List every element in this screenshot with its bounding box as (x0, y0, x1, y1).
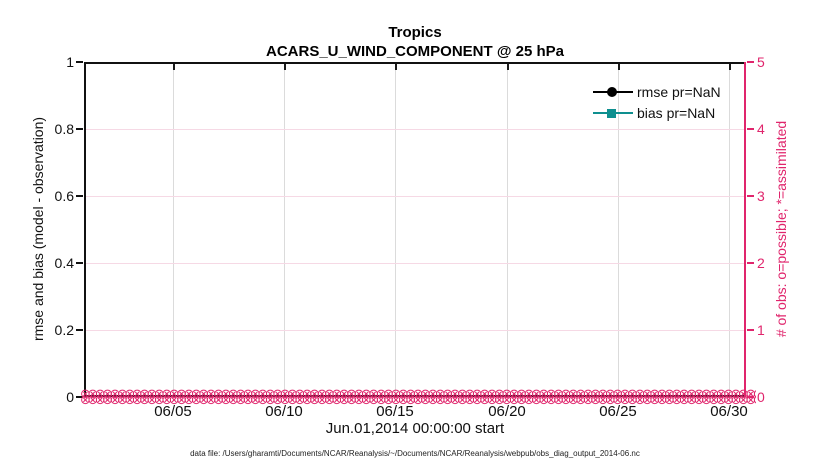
plot-area (84, 62, 746, 397)
y-right-tick-label: 4 (757, 121, 765, 137)
data-file-path: data file: /Users/gharamti/Documents/NCA… (190, 449, 640, 458)
y-right-tick-mark (747, 61, 754, 63)
y-left-tick-mark (76, 61, 83, 63)
horizontal-gridline (84, 263, 746, 264)
x-tick-label: 06/30 (710, 403, 748, 420)
x-tick-mark (729, 64, 732, 70)
horizontal-gridline (84, 196, 746, 197)
x-tick-label: 06/20 (488, 403, 526, 420)
legend-label-bias: bias pr=NaN (637, 104, 716, 121)
axis-spine-top (84, 62, 746, 64)
y-left-tick-mark (76, 195, 83, 197)
y-left-tick-label: 0.6 (54, 188, 74, 204)
y-right-tick-label: 3 (757, 188, 765, 204)
legend-entry-rmse: rmse pr=NaN (593, 81, 721, 102)
y-left-tick-label: 0.2 (54, 322, 74, 338)
x-tick-label: 06/05 (154, 403, 192, 420)
plot-subtitle: ACARS_U_WIND_COMPONENT @ 25 hPa (265, 43, 564, 60)
y-right-tick-mark (747, 396, 754, 398)
y-left-tick-label: 0.4 (54, 255, 74, 271)
y-left-tick-label: 0 (66, 389, 74, 405)
y-left-tick-mark (76, 262, 83, 264)
x-tick-mark (172, 64, 175, 70)
vertical-gridline (395, 62, 397, 397)
x-tick-label: 06/10 (265, 403, 303, 420)
vertical-gridline (507, 62, 509, 397)
y-right-tick-mark (747, 195, 754, 197)
y-right-tick-mark (747, 262, 754, 264)
rmse-line-swatch (593, 86, 633, 98)
y-right-tick-label: 1 (757, 322, 765, 338)
legend-label-rmse: rmse pr=NaN (637, 83, 721, 100)
legend: rmse pr=NaN bias pr=NaN (593, 81, 721, 123)
vertical-gridline (729, 62, 731, 397)
y-right-tick-label: 0 (757, 389, 765, 405)
horizontal-gridline (84, 129, 746, 130)
horizontal-gridline (84, 330, 746, 331)
y-axis-label-right: # of obs: o=possible; *=assimilated (773, 120, 789, 338)
y-axis-label-left: rmse and bias (model - observation) (30, 116, 46, 342)
obs-assimilated-marker-row: ⊗⊗⊗⊗⊗⊗⊗⊗⊗⊗⊗⊗⊗⊗⊗⊗⊗⊗⊗⊗⊗⊗⊗⊗⊗⊗⊗⊗⊗⊗⊗⊗⊗⊗⊗⊗⊗⊗⊗⊗… (80, 393, 756, 407)
x-tick-label: 06/15 (376, 403, 414, 420)
y-left-tick-mark (76, 329, 83, 331)
y-left-tick-label: 0.8 (54, 121, 74, 137)
vertical-gridline (283, 62, 285, 397)
vertical-gridline (618, 62, 620, 397)
x-tick-mark (283, 64, 286, 70)
y-left-tick-label: 1 (66, 54, 74, 70)
x-tick-label: 06/25 (599, 403, 637, 420)
vertical-gridline (172, 62, 174, 397)
x-tick-mark (618, 64, 621, 70)
x-tick-mark (507, 64, 510, 70)
y-right-tick-label: 5 (757, 54, 765, 70)
plot-title: Tropics (388, 24, 442, 41)
y-right-tick-mark (747, 329, 754, 331)
bias-square-marker-icon (607, 108, 616, 118)
legend-entry-bias: bias pr=NaN (593, 102, 721, 123)
axis-spine-right (744, 62, 746, 397)
axis-spine-bottom (84, 395, 746, 397)
obs-marker-band: ⊗⊗⊗⊗⊗⊗⊗⊗⊗⊗⊗⊗⊗⊗⊗⊗⊗⊗⊗⊗⊗⊗⊗⊗⊗⊗⊗⊗⊗⊗⊗⊗⊗⊗⊗⊗⊗⊗⊗⊗… (80, 388, 756, 407)
obs-possible-marker-row: ⊗⊗⊗⊗⊗⊗⊗⊗⊗⊗⊗⊗⊗⊗⊗⊗⊗⊗⊗⊗⊗⊗⊗⊗⊗⊗⊗⊗⊗⊗⊗⊗⊗⊗⊗⊗⊗⊗⊗⊗… (80, 388, 756, 402)
y-left-tick-mark (76, 396, 83, 398)
x-axis-label: Jun.01,2014 00:00:00 start (325, 420, 505, 437)
y-right-tick-label: 2 (757, 255, 765, 271)
x-tick-mark (395, 64, 398, 70)
y-left-tick-mark (76, 128, 83, 130)
bias-line-swatch (593, 107, 633, 119)
rmse-circle-marker-icon (607, 86, 617, 97)
axis-spine-left (84, 62, 86, 397)
y-right-tick-mark (747, 128, 754, 130)
